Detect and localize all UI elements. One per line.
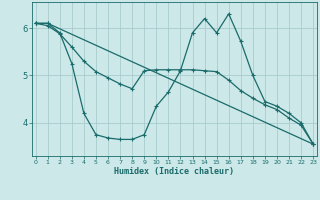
X-axis label: Humidex (Indice chaleur): Humidex (Indice chaleur) [115, 167, 234, 176]
